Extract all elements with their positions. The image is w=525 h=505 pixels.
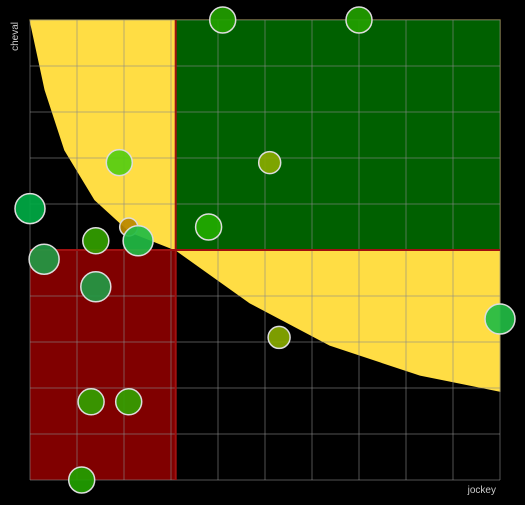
- bubble: [67, 466, 96, 494]
- bubble: [80, 271, 112, 303]
- bubble: [208, 6, 237, 34]
- y-axis-label: cheval: [10, 22, 21, 51]
- bubble: [105, 148, 134, 177]
- bubble: [14, 192, 46, 225]
- bubble: [257, 150, 282, 175]
- bubble: [267, 325, 291, 350]
- bubble: [77, 388, 105, 416]
- bubble: [122, 225, 154, 257]
- bubble: [194, 213, 223, 241]
- high-region: [175, 20, 500, 250]
- bubble: [28, 243, 60, 275]
- x-axis-label: jockey: [467, 485, 496, 496]
- bubble: [484, 303, 516, 335]
- bubble: [345, 6, 373, 34]
- bubble: [82, 227, 110, 255]
- bubble: [114, 388, 143, 416]
